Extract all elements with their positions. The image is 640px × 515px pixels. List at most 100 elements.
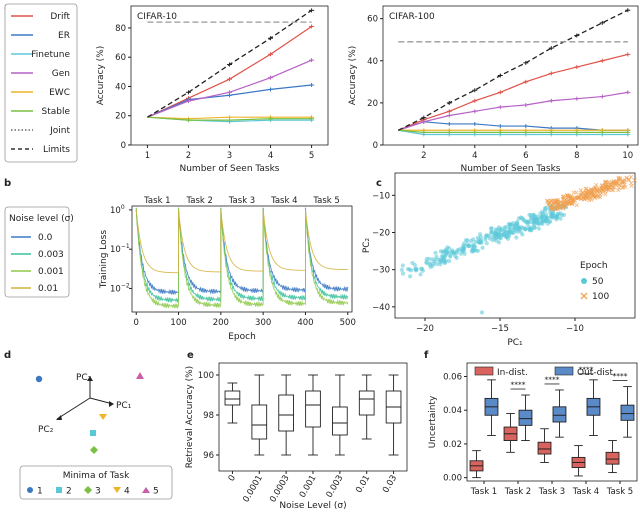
scatter-point-epoch50 (451, 250, 456, 256)
series-line-finetune (398, 129, 628, 136)
y-axis-label: Retrieval Accuracy (%) (185, 366, 195, 468)
legend-c-marker-100 (580, 292, 588, 300)
x-tick-label: −20 (416, 324, 434, 334)
scatter-point-epoch100 (595, 189, 601, 194)
chart-cifar100: 2 4 6 8 10 0 20 40 60 Number of Seen Tasks Accurac… (348, 5, 639, 174)
scatter-point-epoch50 (517, 227, 522, 232)
scatter-point-epoch50 (412, 262, 417, 268)
scatter-point-epoch100 (578, 192, 583, 198)
x-tick-label: 4 (472, 151, 477, 161)
minima-task-3 (90, 446, 98, 454)
scatter-point-epoch50 (498, 236, 504, 241)
scatter-point-epoch50 (444, 251, 450, 256)
x-tick-label: 4 (268, 151, 273, 161)
legend-a-label: Finetune (31, 50, 70, 60)
legend-a-label: Stable (41, 107, 70, 117)
scatter-point-epoch100 (582, 193, 588, 198)
plot-frame (131, 205, 353, 313)
y-tick-label: 80 (115, 24, 126, 34)
scatter-point-epoch100 (624, 176, 629, 181)
y-tick-label: 0.04 (443, 406, 462, 416)
legend-f-swatch (474, 366, 494, 376)
legend-b-label: 0.01 (38, 284, 58, 294)
panel-label-d: d (4, 350, 11, 361)
x-tick-label: 1 (145, 151, 150, 161)
scatter-point-epoch50 (506, 229, 512, 234)
legend-f-label: Out-dist. (577, 368, 616, 378)
scatter-point-epoch50 (407, 267, 412, 272)
series-line-er (147, 84, 312, 118)
x-axis-label: Number of Seen Tasks (179, 164, 279, 174)
scatter-point-epoch50 (446, 258, 452, 264)
scatter-point-epoch100 (561, 194, 566, 200)
y-tick-base: 10 (110, 245, 121, 255)
scatter-point-epoch50 (493, 230, 498, 235)
axis-pc1-arrow (109, 401, 114, 407)
chart-minima-3d: PC₃ PC₂ PC₁ Minima of Task 1 2 3 4 5 (19, 372, 173, 500)
scatter-point-epoch50 (475, 235, 480, 240)
scatter-point-epoch50 (532, 217, 537, 222)
scatter-point-epoch50 (492, 236, 497, 241)
chart-uncertainty: 0.00 0.02 0.04 0.06 **** Task 1 **** Task 2 ****… (428, 362, 638, 497)
y-tick-label: 40 (115, 82, 126, 92)
scatter-point-epoch100 (628, 180, 634, 186)
x-tick-label: −15 (491, 324, 509, 334)
scatter-point-epoch50 (521, 217, 526, 222)
legend-a-label: Gen (52, 69, 70, 79)
x-axis-label: Epoch (228, 332, 256, 342)
scatter-point-epoch50 (438, 257, 443, 262)
legend-d-label: 5 (153, 487, 159, 497)
legend-c-title: Epoch (580, 261, 608, 271)
scatter-point-epoch100 (561, 202, 566, 207)
sig-stars: **** (545, 375, 560, 384)
scatter-point-epoch50 (466, 243, 471, 249)
legend-a-label: Joint (49, 126, 70, 136)
scatter-point-epoch50 (471, 242, 476, 247)
scatter-point-epoch50 (479, 310, 485, 315)
scatter-point-epoch50 (432, 259, 437, 264)
scatter-point-epoch50 (462, 244, 467, 249)
y-tick-label: 0 (121, 141, 126, 151)
axis-pc2-arrow (56, 415, 62, 420)
x-tick-label: 100 (170, 318, 186, 328)
x-tick-label: 400 (297, 318, 313, 328)
loss-curve-0.01 (135, 209, 348, 274)
scatter-point-epoch50 (413, 267, 418, 272)
scatter-point-epoch50 (503, 232, 508, 237)
x-tick-label: 5 (309, 151, 314, 161)
x-tick-label: Task 4 (572, 487, 599, 497)
scatter-point-epoch100 (614, 181, 620, 186)
legend-d-marker (84, 486, 92, 494)
y-tick-label: −30 (372, 266, 390, 276)
y-tick-label: −20 (372, 228, 390, 238)
x-tick-label: 0.0001 (241, 474, 265, 505)
y-tick-label: 20 (367, 99, 378, 109)
y-tick-exp: −2 (121, 282, 130, 289)
legend-d-label: 2 (66, 487, 72, 497)
scatter-point-epoch50 (440, 249, 446, 255)
scatter-point-epoch50 (441, 254, 446, 259)
scatter-point-epoch50 (549, 213, 554, 219)
scatter-point-epoch100 (594, 182, 599, 188)
legend-c-marker-50 (581, 278, 587, 284)
scatter-point-epoch100 (569, 193, 574, 199)
scatter-point-epoch50 (503, 225, 509, 230)
scatter-point-epoch50 (477, 240, 483, 245)
chart-cifar10: 1 2 3 4 5 0 20 40 60 80 Number of Seen Tasks Accura… (96, 5, 329, 174)
scatter-point-epoch50 (465, 238, 470, 243)
scatter-point-epoch100 (582, 197, 587, 202)
series-line-drift (147, 25, 312, 118)
scatter-point-epoch50 (433, 250, 438, 255)
scatter-point-epoch50 (475, 248, 481, 253)
scatter-point-epoch100 (589, 192, 594, 197)
scatter-point-epoch100 (605, 185, 610, 190)
scatter-point-epoch50 (514, 235, 519, 240)
scatter-point-epoch50 (543, 219, 548, 224)
x-tick-label: Task 1 (470, 487, 497, 497)
box-body (305, 390, 321, 428)
series-line-drift (398, 53, 628, 131)
scatter-point-epoch50 (455, 250, 460, 255)
scatter-point-epoch50 (470, 247, 476, 252)
series-line-joint (398, 9, 629, 131)
y-tick-label: 100 (110, 204, 125, 216)
